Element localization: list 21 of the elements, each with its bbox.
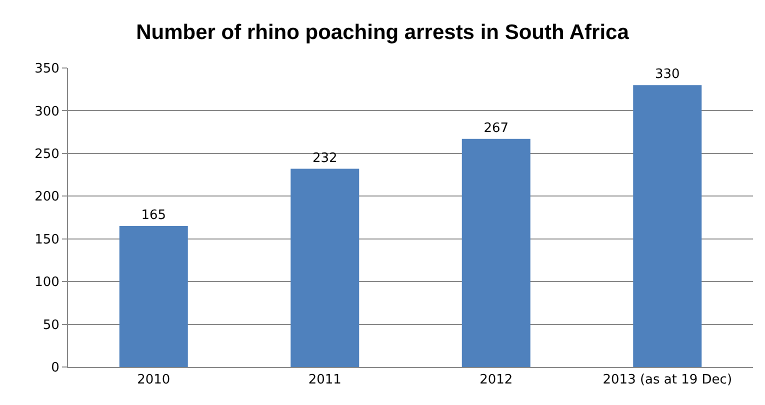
x-tick-label: 2012 xyxy=(480,372,513,388)
y-tick-label: 250 xyxy=(34,146,60,162)
x-tick-label: 2013 (as at 19 Dec) xyxy=(602,372,732,388)
x-tick-label: 2011 xyxy=(308,372,342,388)
y-tick-label: 200 xyxy=(34,190,60,205)
chart-title: Number of rhino poaching arrests in South Africa xyxy=(136,21,630,44)
y-tick-label: 300 xyxy=(34,104,60,120)
y-tick-label: 100 xyxy=(34,275,60,290)
y-tick-label: 50 xyxy=(42,318,60,333)
data-label: 330 xyxy=(654,67,680,82)
y-tick-label: 350 xyxy=(34,62,60,77)
data-label: 165 xyxy=(141,208,166,224)
bar xyxy=(119,226,188,367)
bar xyxy=(290,168,360,367)
data-label: 267 xyxy=(484,120,509,136)
y-tick-label: 150 xyxy=(34,232,60,248)
data-label: 232 xyxy=(312,150,338,166)
y-tick-label: 0 xyxy=(51,360,60,376)
x-tick-label: 2010 xyxy=(137,372,170,388)
bar xyxy=(633,85,702,367)
bar xyxy=(462,138,530,367)
